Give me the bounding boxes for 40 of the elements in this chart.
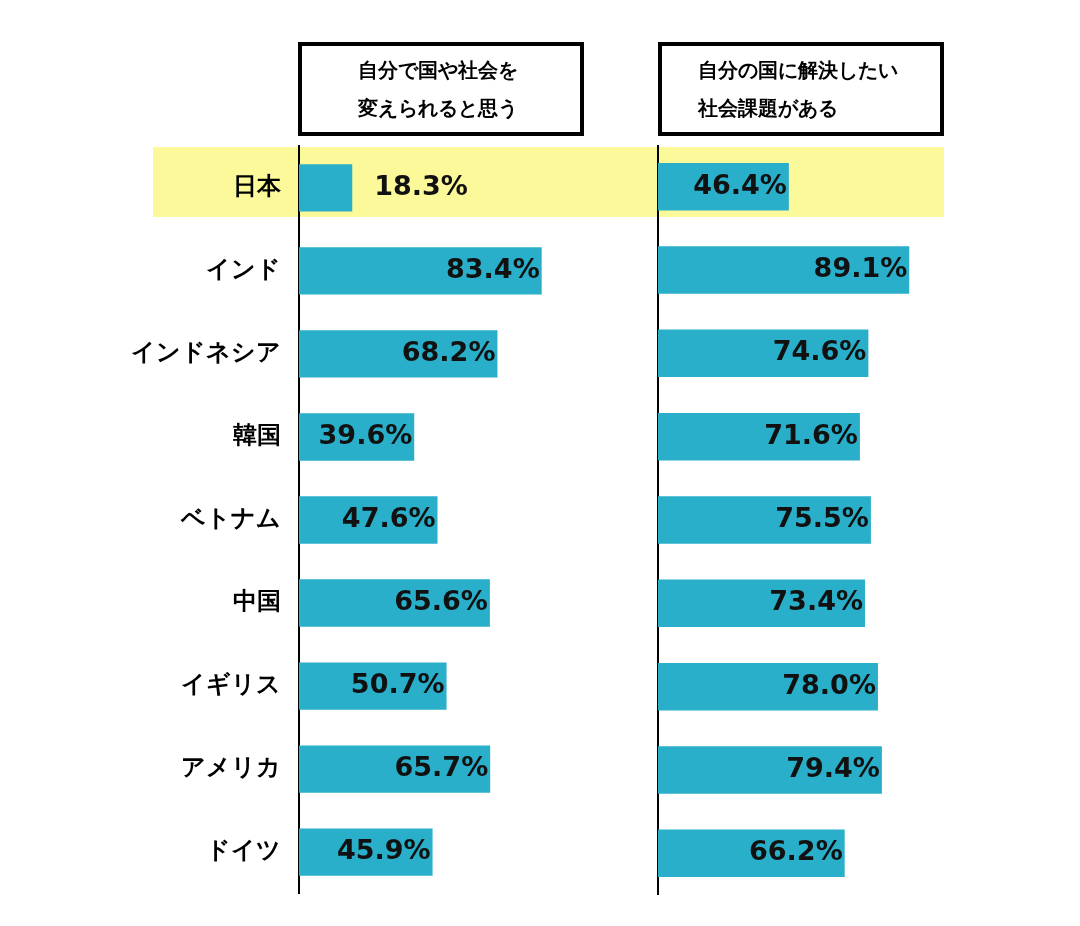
data-label: 68.2% — [401, 335, 496, 367]
bar — [658, 246, 910, 294]
data-label: 66.2% — [749, 835, 843, 867]
chart-title: 自分の国に解決したい社会課題がある — [698, 57, 899, 122]
data-label: 18.3% — [374, 169, 468, 201]
y-tick-label: 中国 — [233, 587, 281, 616]
chart-title: 自分で国や社会を変えられると思う — [358, 57, 519, 122]
bar — [299, 164, 353, 212]
data-label: 65.6% — [394, 585, 488, 617]
data-label: 65.7% — [394, 751, 489, 783]
y-tick-label: アメリカ — [181, 753, 281, 782]
data-label: 50.7% — [350, 668, 445, 700]
data-label: 78.0% — [782, 668, 876, 700]
data-label: 74.6% — [772, 335, 867, 367]
y-tick-label: 韓国 — [233, 421, 281, 450]
bar — [658, 579, 865, 628]
bar — [658, 496, 871, 544]
y-tick-label: イギリス — [181, 670, 281, 699]
data-label: 73.4% — [769, 585, 863, 617]
y-tick-label: 日本 — [233, 172, 282, 201]
bar — [658, 746, 882, 794]
y-tick-label: ドイツ — [206, 836, 281, 865]
data-label: 45.9% — [336, 834, 431, 866]
data-label: 79.4% — [786, 752, 880, 784]
data-label: 46.4% — [693, 168, 787, 200]
y-tick-label: ベトナム — [180, 504, 281, 533]
y-tick-label: インド — [206, 255, 281, 284]
bar — [299, 330, 498, 378]
y-tick-label: インドネシア — [131, 338, 281, 367]
data-label: 39.6% — [318, 418, 413, 450]
bar — [299, 247, 542, 295]
data-label: 75.5% — [775, 502, 869, 534]
bar — [299, 579, 490, 627]
bar — [658, 412, 860, 461]
data-label: 71.6% — [764, 418, 858, 450]
bar — [658, 662, 878, 711]
data-label: 47.6% — [341, 502, 436, 534]
data-label: 89.1% — [813, 252, 908, 284]
data-label: 83.4% — [446, 252, 540, 284]
bar — [299, 745, 491, 793]
